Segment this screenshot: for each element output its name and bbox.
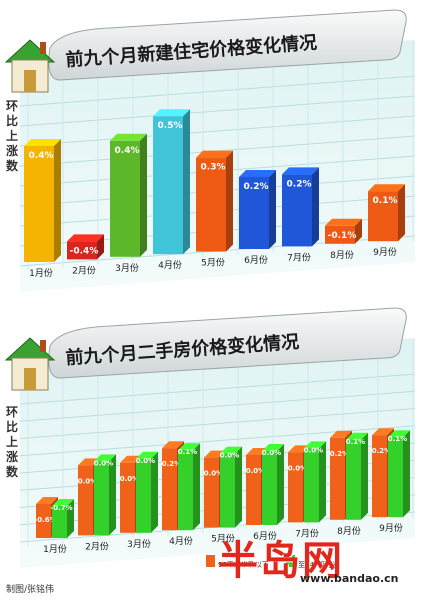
category-label: 3月份 [115, 262, 139, 274]
legend-label-small: 90平方米及以下 [218, 561, 269, 569]
bar-5 [196, 150, 233, 252]
bar-medium-7 [304, 441, 326, 523]
bar-value-label: 0.1% [388, 435, 407, 443]
category-label: 4月份 [158, 259, 182, 271]
bar-7 [282, 167, 319, 247]
bar-value-label: 0.2% [162, 460, 181, 468]
category-label: 9月份 [373, 246, 397, 258]
category-label: 8月份 [330, 249, 354, 261]
bar-value-label: 0.4% [115, 146, 140, 156]
y-axis-label-char: 上 [6, 434, 18, 449]
bar-value-label: 0.4% [29, 151, 54, 161]
footer-credit: 制图/张铭伟 [6, 585, 55, 595]
bar-medium-3 [136, 451, 158, 533]
grid-line [19, 115, 416, 147]
house-icon [4, 39, 56, 93]
bar-value-label: 0.0% [78, 477, 97, 485]
bar-value-label: 0.2% [330, 450, 349, 458]
y-axis-label-char: 数 [6, 464, 19, 479]
grid-line [19, 390, 416, 422]
bar-value-label: 0.1% [178, 448, 197, 456]
category-label: 2月份 [85, 540, 109, 552]
legend-swatch-small [206, 555, 215, 567]
grid-line [19, 408, 416, 439]
grid-line [19, 373, 416, 405]
y-axis-label-char: 环 [6, 99, 18, 113]
category-label: 8月份 [337, 525, 361, 537]
bar-medium-8 [346, 432, 368, 520]
bar-medium-6 [262, 444, 284, 525]
grid-line [19, 75, 416, 107]
category-label: 7月份 [287, 251, 311, 263]
bandao-logo-watermark: 半岛网 [218, 537, 344, 584]
y-axis-label-char: 比 [6, 419, 18, 434]
legend-swatch-medium [286, 555, 295, 567]
bar-9 [368, 184, 405, 242]
grid-line [19, 95, 416, 127]
bar-medium-5 [220, 446, 242, 528]
bars-group: 0.4% 1月份 -0.4% 2月份 0.4% 3月份 0.5% 4月份 0.3% 5月份 0.2%… [24, 109, 405, 279]
bar-2 [67, 234, 104, 260]
bar-value-label: 0.0% [288, 464, 307, 472]
second-hand-chart-panel: 前九个月二手房价格变化情况 环比上涨数 -0.6% -0.7% 1月份 0.0% 0.0… [0, 298, 425, 568]
category-label: 6月份 [244, 254, 268, 266]
bar-value-label: 0.2% [287, 179, 312, 189]
new-housing-chart-panel: 前九个月新建住宅价格变化情况 环比上涨数 0.4% 1月份 -0.4% 2月份 0.4%… [0, 0, 425, 292]
category-label: 9月份 [379, 522, 403, 534]
bar-value-label: 0.1% [346, 438, 365, 446]
bar-value-label: 0.0% [120, 475, 139, 483]
y-axis-label-char: 上 [6, 128, 18, 143]
y-axis-label-char: 涨 [6, 143, 18, 158]
bar-value-label: -0.7% [50, 504, 72, 512]
bar-8 [325, 218, 362, 244]
title-banner [48, 9, 407, 81]
watermark-url: www.bandao.cn [300, 572, 399, 585]
category-label: 5月份 [211, 533, 235, 545]
bar-value-label: 0.1% [373, 196, 398, 206]
bar-6 [239, 170, 276, 249]
bar-value-label: 0.0% [220, 452, 239, 460]
bar-medium-1 [52, 499, 74, 538]
category-label: 1月份 [29, 267, 53, 279]
bar-value-label: 0.0% [262, 449, 281, 457]
category-label: 6月份 [253, 530, 277, 542]
bar-value-label: 0.3% [201, 163, 226, 173]
bar-value-label: 0.0% [136, 457, 155, 465]
title-banner [48, 307, 407, 379]
bar-medium-9 [388, 430, 410, 518]
category-label: 4月份 [169, 535, 193, 547]
bar-value-label: -0.1% [328, 231, 357, 241]
bar-medium-2 [94, 454, 116, 536]
bar-medium-4 [178, 443, 200, 531]
bars-group: -0.6% -0.7% 1月份 0.0% 0.0% 2月份 0.0% 0.0% 3月份 0.2% 0… [34, 428, 410, 555]
bar-value-label: 0.0% [204, 470, 223, 478]
y-axis-label-char: 数 [6, 158, 19, 173]
bar-value-label: 0.5% [158, 121, 183, 131]
bar-1 [24, 139, 61, 262]
category-label: 2月份 [72, 264, 96, 276]
legend-label-medium: 至144平方米 [298, 561, 340, 569]
bar-value-label: 0.0% [246, 467, 265, 475]
bar-4 [153, 109, 190, 255]
house-icon [4, 337, 56, 391]
bar-value-label: -0.6% [34, 516, 56, 524]
bar-value-label: 0.0% [304, 446, 323, 454]
grid-line [19, 425, 416, 457]
bar-3 [110, 133, 147, 257]
bar-value-label: 0.2% [372, 447, 391, 455]
y-axis-label-char: 涨 [6, 449, 18, 464]
category-label: 5月份 [201, 257, 225, 269]
category-label: 1月份 [43, 543, 67, 555]
bar-value-label: -0.4% [70, 246, 99, 256]
bar-value-label: 0.2% [244, 182, 269, 192]
bar-value-label: 0.0% [94, 459, 113, 467]
category-label: 3月份 [127, 538, 151, 550]
y-axis-label-char: 比 [6, 113, 18, 128]
category-label: 7月份 [295, 527, 319, 539]
y-axis-label-char: 环 [6, 405, 18, 419]
